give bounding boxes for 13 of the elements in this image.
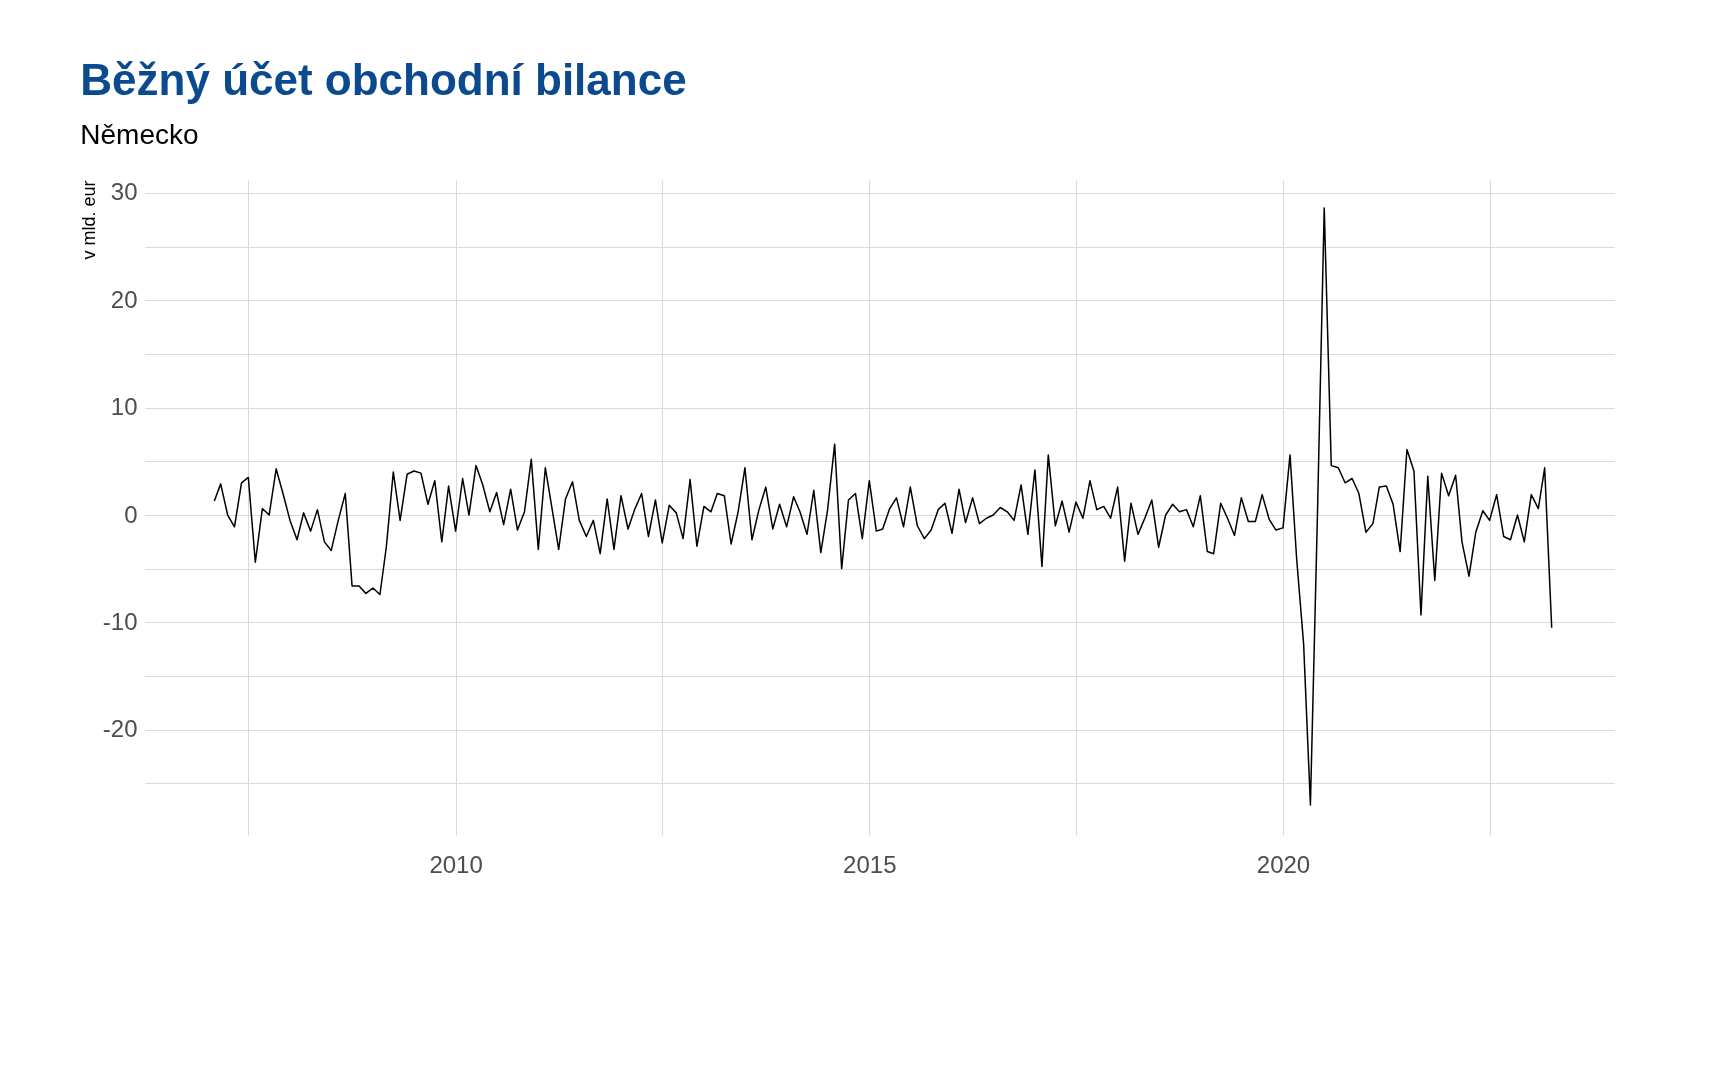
chart-title: Běžný účet obchodní bilance <box>80 55 687 104</box>
y-axis-title: v mld. eur <box>78 180 99 260</box>
chart-subtitle: Německo <box>80 119 199 150</box>
y-tick-label: -10 <box>102 607 138 635</box>
x-tick-label: 2020 <box>1256 850 1311 878</box>
x-tick-label: 2010 <box>429 850 483 878</box>
y-tick-label: -20 <box>102 715 138 743</box>
y-tick-label: 30 <box>110 178 138 206</box>
y-tick-label: 20 <box>110 285 138 313</box>
y-tick-label: 0 <box>124 500 138 528</box>
line-series <box>213 207 1553 806</box>
y-tick-label: 10 <box>110 393 138 421</box>
x-tick-label: 2015 <box>843 850 897 878</box>
